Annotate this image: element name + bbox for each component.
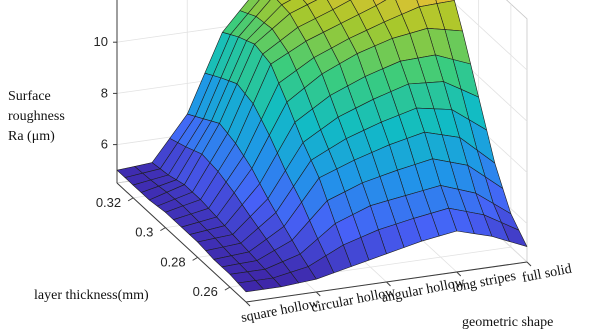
y-tick-mark xyxy=(526,261,532,267)
z-tick-label: 10 xyxy=(94,34,108,49)
y-tick-label: full solid xyxy=(521,262,573,286)
y-axis-title: geometric shape xyxy=(462,315,553,330)
surface-patch xyxy=(237,280,264,293)
x-tick-label: 0.26 xyxy=(193,284,218,299)
y-tick-mark xyxy=(315,291,321,297)
z-tick-label: 8 xyxy=(101,85,108,100)
x-tick-mark xyxy=(127,197,134,202)
x-tick-mark xyxy=(224,286,231,291)
x-axis-title: layer thickness(mm) xyxy=(34,288,149,303)
surface-mesh xyxy=(116,0,528,293)
x-tick-label: 0.32 xyxy=(96,195,121,210)
y-tick-mark xyxy=(386,281,391,287)
z-axis-title-line: roughness xyxy=(8,109,65,124)
y-tick-mark xyxy=(245,301,251,307)
y-tick-label: long stripes xyxy=(451,269,518,296)
x-tick-label: 0.28 xyxy=(160,254,185,269)
x-tick-label: 0.3 xyxy=(135,225,153,240)
x-tick-mark xyxy=(192,256,198,261)
y-tick-mark xyxy=(456,271,462,277)
x-tick-mark xyxy=(160,227,166,232)
z-tick-label: 6 xyxy=(101,137,108,152)
z-axis-title-line: Surface xyxy=(8,89,51,104)
z-gridline xyxy=(450,0,528,71)
x-axis-line xyxy=(116,182,247,303)
z-axis-title-line: Ra (μm) xyxy=(8,129,55,144)
